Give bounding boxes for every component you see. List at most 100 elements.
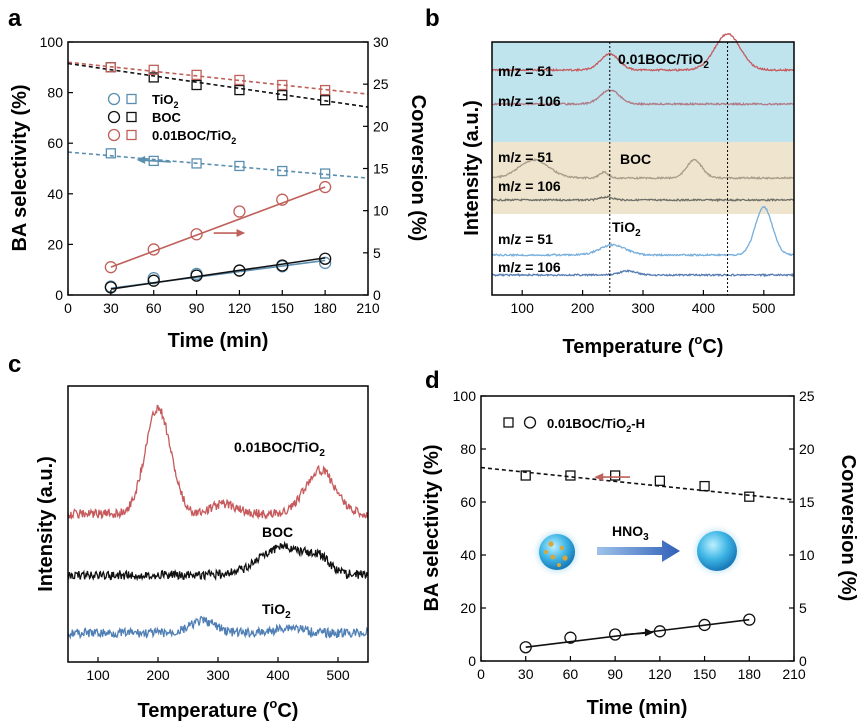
panel-a-legend-label-1: BOC <box>152 110 182 125</box>
panel-c-xlabel-sup: o <box>269 696 277 711</box>
panel-c-label-tio2: TiO2 <box>262 601 291 621</box>
panel-b-curve-label-1: m/z = 106 <box>498 93 561 109</box>
panel-label-c: c <box>8 351 21 378</box>
panel-a-y2label: Conversion (%) <box>407 95 429 242</box>
panel-d-xtick-label-1: 30 <box>518 666 534 682</box>
panel-label-b: b <box>425 5 440 32</box>
panel-d-sel-point-0-4 <box>699 480 710 492</box>
panel-a-ylabel: BA selectivity (%) <box>9 84 31 251</box>
panel-d-y2tick-label-3: 15 <box>799 494 815 510</box>
inset-sphere-right <box>697 531 737 571</box>
panel-a-sel-point-2-1 <box>148 64 159 75</box>
panel-d-conv-point-0-4 <box>698 618 711 632</box>
panel-c-frame <box>67 385 369 663</box>
panel-a-legend-square-2 <box>126 129 137 141</box>
panel-d-y2tick-label-1: 5 <box>799 600 807 616</box>
panel-a-arrow-selectivity-head <box>136 155 146 164</box>
panel-d-ticks: 0 30 60 90 120 150 180 210020406080100051015202… <box>453 388 815 682</box>
panel-a-sel-fit-1 <box>67 62 369 108</box>
panel-a-legend-label-0: TiO2 <box>152 92 178 110</box>
panel-c-xlabel-head: Temperature ( <box>138 700 270 722</box>
panel-d-legend-text: 0.01BOC/TiO <box>547 416 626 431</box>
panel-d-ytick-label-3: 60 <box>460 494 476 510</box>
panel-a-legend-circle-2 <box>107 128 121 142</box>
panel-d-y2label: Conversion (%) <box>837 455 859 602</box>
panel-a-xtick-label-1: 30 <box>103 300 119 316</box>
panel-c-xlabel-tail: C) <box>277 700 298 722</box>
panel-a-legend-square-0 <box>126 93 137 105</box>
panel-b-curve-2 <box>491 158 794 181</box>
inset-reagent-sub: 3 <box>643 532 649 543</box>
panel-d-xtick-label-2: 60 <box>563 666 579 682</box>
panel-b-label-tio2-sub: 2 <box>635 228 641 239</box>
panel-d-y2tick-label-0: 0 <box>799 653 807 669</box>
panel-b-curve-label-2: m/z = 51 <box>498 149 553 165</box>
panel-d-legend-tail: -H <box>631 416 645 431</box>
panel-d-conv-point-0-3 <box>653 625 667 638</box>
panel-a-sel-point-2-3 <box>234 74 245 86</box>
panel-a-y2tick-label-6: 30 <box>373 34 389 50</box>
panel-b-curve-label-0: m/z = 51 <box>498 63 553 79</box>
panel-a-conv-point-0-5 <box>318 256 332 270</box>
panel-d-sel-point-0-2 <box>609 470 621 481</box>
panel-d-arrow-selectivity-head <box>594 473 604 482</box>
panel-c-curve-2 <box>67 615 369 640</box>
panel-a-sel-point-1-1 <box>148 72 159 83</box>
panel-a-ytick-label-3: 60 <box>47 135 63 151</box>
panel-c-xtick-label-2: 300 <box>206 667 230 683</box>
panel-a-sel-point-0-2 <box>191 158 202 169</box>
panel-a-sel-point-1-5 <box>319 95 331 106</box>
panel-a-conv-point-1-5 <box>318 252 332 265</box>
panel-a-sel-point-2-4 <box>277 79 288 91</box>
inset-arrow <box>597 540 680 562</box>
panel-d-xlabel: Time (min) <box>587 697 688 719</box>
panel-a-sel-point-2-2 <box>191 69 202 81</box>
panel-c-label-composite-text: 0.01BOC/TiO <box>234 439 319 455</box>
panel-d-legend-label: 0.01BOC/TiO2-H <box>547 416 645 434</box>
inset-dot-3 <box>562 555 568 561</box>
panel-a-y2tick-label-0: 0 <box>373 287 381 303</box>
panel-d-xtick-label-6: 180 <box>738 666 762 682</box>
panel-c-label-composite-sub: 2 <box>319 448 325 459</box>
panel-a-xtick-label-7: 210 <box>356 300 380 316</box>
panel-c-xtick-label-4: 500 <box>326 667 350 683</box>
panel-a-y2tick-label-4: 20 <box>373 118 389 134</box>
panel-label-a: a <box>8 5 22 32</box>
panel-b-ticks: 100 200 300 400 500 <box>511 290 776 316</box>
inset-reagent: HNO3 <box>612 523 649 543</box>
panel-b-curve-label-4: m/z = 51 <box>498 231 553 247</box>
panel-c-label-composite: 0.01BOC/TiO2 <box>234 439 325 459</box>
panel-a-legend-sub-2: 2 <box>231 136 236 146</box>
panel-b-xlabel: Temperature (oC) <box>563 332 724 358</box>
panel-b-curve-3 <box>491 195 795 203</box>
panel-a-arrow-selectivity-line <box>142 159 171 163</box>
panel-a-sel-point-1-4 <box>277 89 288 101</box>
panel-c-label-tio2-text: TiO <box>262 601 285 617</box>
panel-d-y2tick-label-4: 20 <box>799 441 815 457</box>
inset-dot-1 <box>559 545 565 551</box>
panel-a-legend-sub-0: 2 <box>173 100 178 110</box>
panel-c-ticks: 100 200 300 400 500 <box>86 657 350 683</box>
inset-dot-0 <box>548 541 554 547</box>
panel-b-xtick-label-0: 100 <box>511 300 535 316</box>
panel-c-curve-1 <box>67 540 369 582</box>
panel-b-curves <box>491 32 795 278</box>
panel-d-conv-point-0-5 <box>743 613 756 626</box>
panel-c-xtick-label-0: 100 <box>86 667 110 683</box>
panel-a-sel-point-0-3 <box>234 160 245 172</box>
panel-a: 0 30 60 90 120 150 180 210020406080100051015202… <box>9 34 429 352</box>
panel-a-sel-point-2-5 <box>319 84 331 96</box>
panel-d-xtick-label-5: 150 <box>693 666 717 682</box>
panel-b-band-0 <box>492 42 794 142</box>
panel-b-xtick-label-3: 400 <box>692 300 716 316</box>
panel-a-conv-point-2-5 <box>318 180 332 194</box>
panel-d-y2tick-label-2: 10 <box>799 547 815 563</box>
panel-b-curve-label-3: m/z = 106 <box>498 178 561 194</box>
panel-a-conv-point-1-1 <box>147 274 160 287</box>
panel-c-label-boc: BOC <box>262 524 293 540</box>
panel-d-arrow-conversion-line <box>624 632 648 636</box>
panel-b-label-tio2: TiO2 <box>612 219 641 239</box>
panel-c-curves <box>67 404 369 640</box>
panel-a-legend-square-1 <box>126 111 137 123</box>
